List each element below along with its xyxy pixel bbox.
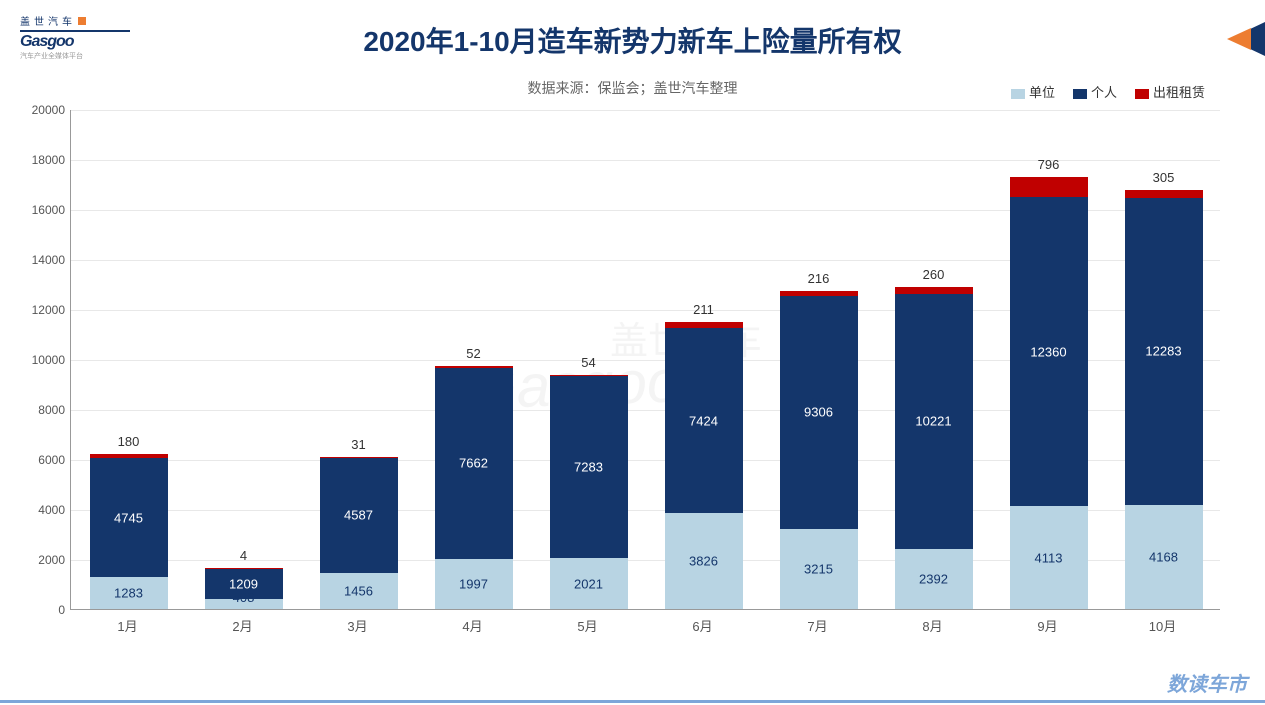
bar-top-label: 4 (205, 548, 283, 563)
y-axis: 0200040006000800010000120001400016000180… (15, 110, 65, 610)
bar-segment-label: 1283 (90, 585, 168, 600)
bar-segment-label: 2021 (550, 576, 628, 591)
y-tick-label: 14000 (32, 253, 65, 267)
bar-segment: 4168 (1125, 505, 1203, 609)
bar-segment-label: 12283 (1125, 344, 1203, 359)
bar-group: 41209408 (205, 568, 283, 609)
bar-segment-label: 4113 (1010, 550, 1088, 565)
brand-logo: 盖世汽车 Gasgoo 汽车产业全媒体平台 (20, 15, 130, 61)
bar-segment: 7283 (550, 376, 628, 558)
legend-label: 个人 (1091, 85, 1117, 100)
bar-segment: 1456 (320, 573, 398, 609)
corner-arrow-icon (1215, 22, 1265, 56)
chart-legend: 单位 个人 出租租赁 (993, 82, 1205, 101)
bar-group: 5472832021 (550, 375, 628, 609)
x-tick-label: 8月 (894, 616, 972, 635)
bar-group: 21693063215 (780, 291, 858, 609)
bar-top-label: 180 (90, 434, 168, 449)
bar-segment: 4745 (90, 458, 168, 577)
bar-top-label: 796 (1010, 157, 1088, 172)
bar-segment-label: 4168 (1125, 549, 1203, 564)
legend-swatch (1135, 89, 1149, 99)
bar-segment: 7424 (665, 328, 743, 514)
x-tick-label: 6月 (664, 616, 742, 635)
bar-segment-label: 3826 (665, 554, 743, 569)
bar-segment-label: 4587 (320, 508, 398, 523)
bar-top-label: 305 (1125, 170, 1203, 185)
bar-segment: 1997 (435, 559, 513, 609)
bar-segment: 2021 (550, 558, 628, 609)
bar-segment: 12283 (1125, 198, 1203, 505)
plot-region: 1804745128341209408314587145652766219975… (70, 110, 1220, 610)
legend-swatch (1011, 89, 1025, 99)
bar-group: 305122834168 (1125, 190, 1203, 609)
bar-segment: 4113 (1010, 506, 1088, 609)
bar-segment-label: 1997 (435, 577, 513, 592)
footer-brand: 数读车市 (1167, 668, 1247, 697)
bar-top-label: 31 (320, 437, 398, 452)
bar-segment-label: 2392 (895, 572, 973, 587)
x-tick-label: 7月 (779, 616, 857, 635)
bar-top-label: 52 (435, 346, 513, 361)
bar-segment: 1283 (90, 577, 168, 609)
x-tick-label: 9月 (1009, 616, 1087, 635)
bar-segment-label: 3215 (780, 561, 858, 576)
y-tick-label: 8000 (38, 403, 65, 417)
bar-group: 5276621997 (435, 366, 513, 609)
x-tick-label: 10月 (1124, 616, 1202, 635)
bar-segment-label: 7662 (435, 456, 513, 471)
bar-segment-label: 1456 (320, 583, 398, 598)
bar-segment: 2392 (895, 549, 973, 609)
bar-segment-label: 10221 (895, 414, 973, 429)
bar-segment-label: 1209 (205, 576, 283, 591)
bar-top-label: 216 (780, 271, 858, 286)
bar-segment-label: 4745 (90, 510, 168, 525)
bar-segment-label: 7424 (665, 413, 743, 428)
bar-segment-label: 7283 (550, 460, 628, 475)
bar-segment-label: 12360 (1010, 344, 1088, 359)
bar-segment (1010, 177, 1088, 197)
y-tick-label: 16000 (32, 203, 65, 217)
x-tick-label: 4月 (434, 616, 512, 635)
y-tick-label: 4000 (38, 503, 65, 517)
bar-segment (1125, 190, 1203, 198)
y-tick-label: 20000 (32, 103, 65, 117)
bar-top-label: 54 (550, 355, 628, 370)
bar-segment: 3826 (665, 513, 743, 609)
footer-line (0, 700, 1265, 703)
y-tick-label: 6000 (38, 453, 65, 467)
chart-title: 2020年1-10月造车新势力新车上险量所有权 (40, 15, 1225, 60)
y-tick-label: 18000 (32, 153, 65, 167)
bar-group: 21174243826 (665, 322, 743, 609)
x-tick-label: 5月 (549, 616, 627, 635)
bar-segment: 408 (205, 599, 283, 609)
bar-segment: 4587 (320, 458, 398, 573)
bar-segment: 3215 (780, 529, 858, 609)
y-tick-label: 12000 (32, 303, 65, 317)
bar-top-label: 260 (895, 267, 973, 282)
bar-top-label: 211 (665, 302, 743, 317)
grid-line (71, 110, 1220, 111)
bar-segment-label: 9306 (780, 405, 858, 420)
legend-label: 出租租赁 (1153, 85, 1205, 100)
y-tick-label: 0 (58, 603, 65, 617)
chart-area: 盖世汽车 Gasgoo 0200040006000800010000120001… (70, 110, 1220, 640)
bar-segment: 12360 (1010, 197, 1088, 506)
bar-segment: 10221 (895, 294, 973, 550)
y-tick-label: 2000 (38, 553, 65, 567)
bar-group: 260102212392 (895, 287, 973, 609)
bar-group: 796123604113 (1010, 177, 1088, 609)
bar-group: 18047451283 (90, 454, 168, 609)
bar-group: 3145871456 (320, 457, 398, 609)
x-tick-label: 2月 (204, 616, 282, 635)
x-tick-label: 1月 (89, 616, 167, 635)
bar-segment: 7662 (435, 368, 513, 560)
bar-segment-label: 408 (205, 590, 283, 605)
bar-segment: 9306 (780, 296, 858, 529)
legend-label: 单位 (1029, 85, 1055, 100)
legend-swatch (1073, 89, 1087, 99)
y-tick-label: 10000 (32, 353, 65, 367)
x-tick-label: 3月 (319, 616, 397, 635)
